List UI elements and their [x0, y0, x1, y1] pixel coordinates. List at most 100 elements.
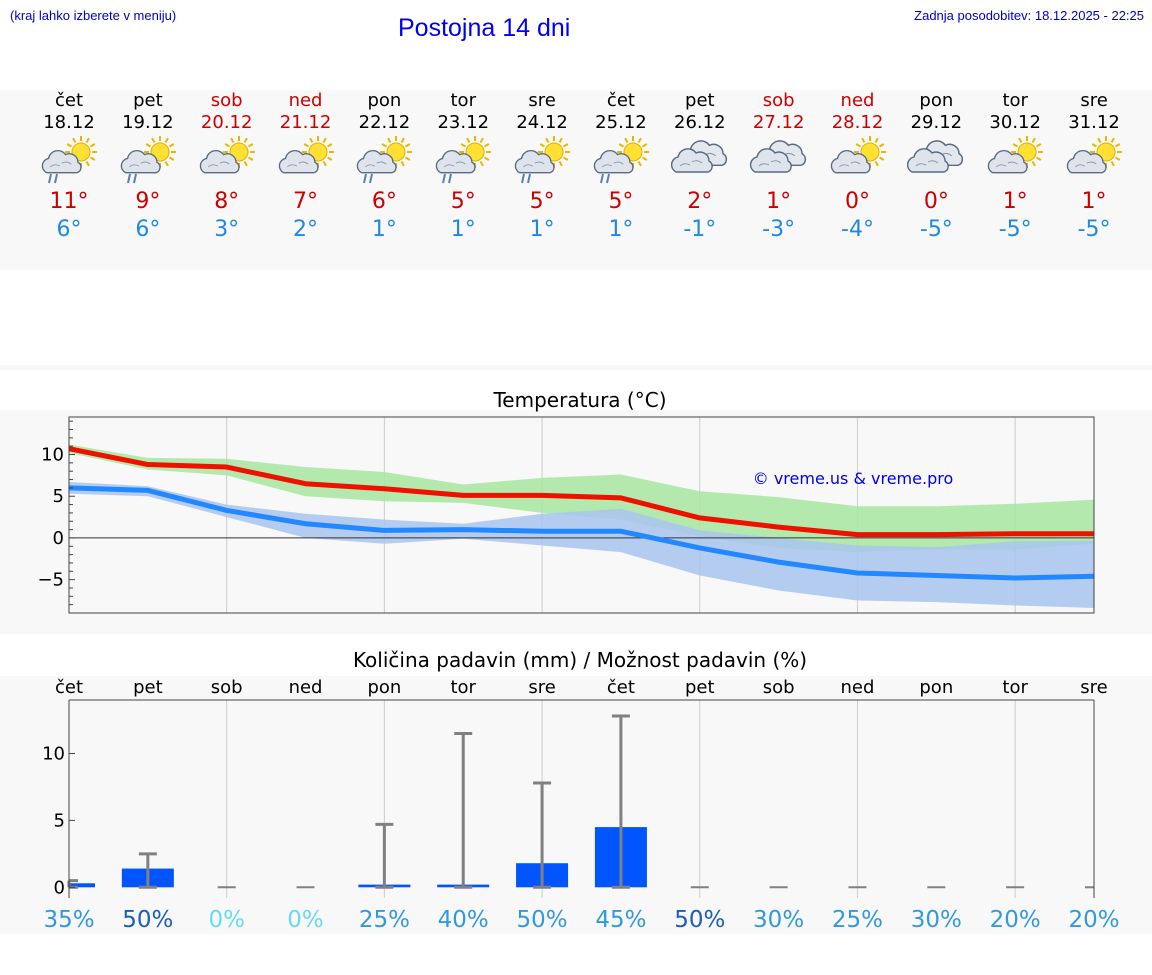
- temp-min: -3°: [762, 217, 796, 242]
- day-date: 24.12: [516, 112, 568, 133]
- temperature-chart: 10 5 0 −5 © vreme.us & vreme.pro: [37, 416, 1095, 614]
- precip-chance: 50%: [517, 907, 568, 933]
- watermark: © vreme.us & vreme.pro: [753, 469, 954, 488]
- temp-min: -1°: [683, 217, 717, 242]
- precip-day-label: čet: [607, 677, 635, 698]
- day-date: 31.12: [1068, 112, 1120, 133]
- temp-max: 2°: [687, 189, 713, 214]
- day-date: 25.12: [595, 112, 647, 133]
- temp-max: 11°: [49, 189, 89, 214]
- day-name: pon: [919, 90, 954, 111]
- day-column: pon 22.12 6° 1°: [344, 90, 424, 244]
- y-tick-label: 10: [41, 445, 64, 466]
- location-hint: (kraj lahko izberete v meniju): [10, 8, 177, 23]
- cloudy-icon: [670, 140, 727, 173]
- day-date: 29.12: [910, 112, 963, 133]
- cloudy-icon: [907, 140, 964, 173]
- temp-max: 1°: [1081, 189, 1107, 214]
- day-date: 18.12: [43, 112, 95, 133]
- day-column: ned 28.12 0° -4°: [818, 90, 898, 244]
- temp-max: 9°: [135, 189, 161, 214]
- y-tick-label: −5: [37, 570, 64, 591]
- day-column: čet 18.12 11° 6°: [29, 90, 109, 244]
- cloudy-icon: [749, 140, 806, 173]
- day-date: 30.12: [989, 112, 1041, 133]
- temp-min: -5°: [919, 217, 953, 242]
- precip-chance: 20%: [990, 907, 1041, 933]
- last-update: Zadnja posodobitev: 18.12.2025 - 22:25: [914, 8, 1144, 23]
- partly-cloudy-icon: [199, 136, 255, 174]
- precip-chance: 40%: [438, 907, 489, 933]
- partly-cloudy-icon: [987, 136, 1044, 174]
- day-name: sob: [210, 90, 243, 111]
- y-tick-label: 0: [53, 528, 64, 549]
- day-date: 26.12: [674, 112, 726, 133]
- day-date: 28.12: [831, 112, 884, 133]
- day-column: sob 27.12 1° -3°: [739, 90, 819, 244]
- temp-min: -5°: [998, 217, 1032, 242]
- day-name: ned: [288, 90, 323, 111]
- partly-cloudy-icon: [1066, 136, 1123, 174]
- precip-chance: 0%: [287, 907, 324, 933]
- temp-max: 5°: [608, 189, 634, 214]
- day-name: sre: [528, 90, 556, 111]
- y-tick-label: 0: [54, 877, 65, 898]
- day-column: pet 26.12 2° -1°: [660, 90, 740, 244]
- precip-chance: 20%: [1068, 907, 1119, 933]
- max-temp-line: [68, 446, 1094, 538]
- precip-day-label: pet: [685, 677, 715, 698]
- precip-chance: 0%: [208, 907, 245, 933]
- day-name: tor: [450, 90, 476, 111]
- partly-cloudy-icon: [278, 136, 334, 174]
- temp-max: 5°: [450, 189, 476, 214]
- temp-max: 7°: [293, 189, 319, 214]
- day-name: čet: [606, 90, 635, 111]
- day-date: 27.12: [752, 112, 805, 133]
- partly-cloudy-rain-icon: [41, 136, 97, 184]
- day-column: tor 30.12 1° -5°: [975, 90, 1055, 244]
- forecast-band: [0, 90, 1152, 270]
- day-column: sre 24.12 5° 1°: [502, 90, 582, 244]
- temp-min: -5°: [1077, 217, 1111, 242]
- precip-chance: 35%: [43, 907, 94, 933]
- precip-chance: 30%: [753, 907, 804, 933]
- day-date: 23.12: [437, 112, 490, 133]
- precip-day-label: tor: [1002, 677, 1028, 698]
- min-temp-line: [68, 485, 1095, 581]
- day-name: sre: [1080, 90, 1108, 111]
- precip-day-label: sob: [763, 677, 795, 698]
- precip-day-label: čet: [55, 677, 83, 698]
- precip-day-label: pon: [919, 677, 953, 698]
- partly-cloudy-rain-icon: [357, 136, 413, 184]
- temp-max: 0°: [845, 189, 870, 214]
- partly-cloudy-rain-icon: [120, 136, 176, 184]
- y-tick-label: 5: [53, 486, 64, 507]
- temp-min: 1°: [371, 217, 397, 242]
- plot-area: [69, 700, 1094, 898]
- temp-min: -4°: [841, 217, 874, 242]
- day-column: čet 25.12 5° 1°: [581, 90, 661, 244]
- temp-max: 1°: [1002, 189, 1028, 214]
- temp-max: 5°: [529, 189, 555, 214]
- day-column: tor 23.12 5° 1°: [423, 90, 503, 244]
- day-column: sob 20.12 8° 3°: [187, 90, 267, 244]
- precip-day-label: tor: [450, 677, 476, 698]
- day-column: pet 19.12 9° 6°: [108, 90, 188, 244]
- day-date: 22.12: [358, 112, 411, 133]
- precip-chance: 50%: [674, 907, 725, 933]
- partly-cloudy-icon: [830, 136, 886, 174]
- plot-frame: [68, 416, 1095, 614]
- day-column: pon 29.12 0° -5°: [896, 90, 976, 244]
- day-name: tor: [1002, 90, 1028, 111]
- day-name: pet: [133, 90, 163, 111]
- temp-min: 2°: [293, 217, 319, 242]
- precip-day-label: ned: [289, 677, 323, 698]
- partly-cloudy-rain-icon: [435, 136, 492, 184]
- precip-chance: 50%: [122, 907, 173, 933]
- temp-min: 6°: [56, 217, 82, 242]
- temp-max: 1°: [766, 189, 792, 214]
- day-name: ned: [840, 90, 875, 111]
- day-name: čet: [54, 90, 84, 111]
- day-name: pon: [367, 90, 402, 111]
- day-column: sre 31.12 1° -5°: [1054, 90, 1134, 244]
